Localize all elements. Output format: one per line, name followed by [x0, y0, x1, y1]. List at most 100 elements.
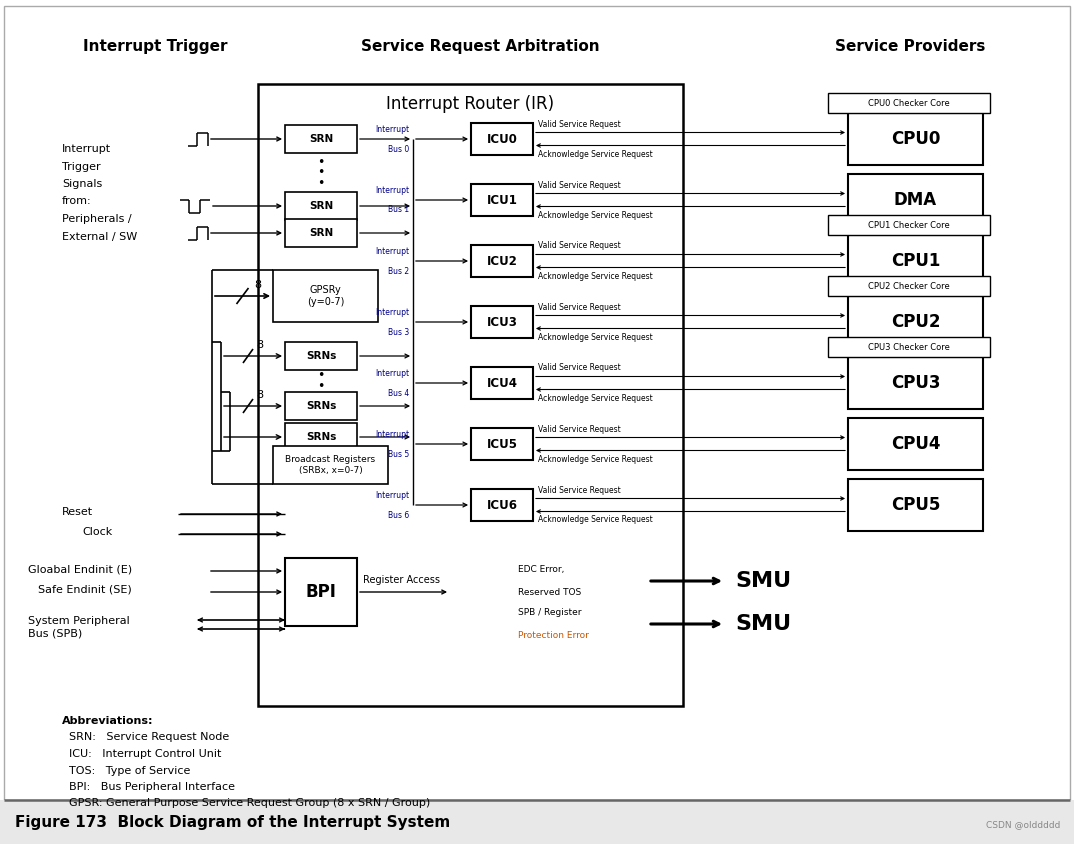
Text: GPSRy
(y=0-7): GPSRy (y=0-7)	[307, 285, 344, 307]
Text: CPU0 Checker Core: CPU0 Checker Core	[868, 99, 949, 107]
Text: SRNs: SRNs	[306, 432, 336, 442]
Bar	[471, 123, 533, 155]
Bar	[285, 392, 357, 420]
Bar	[848, 479, 983, 531]
Bar	[285, 423, 357, 451]
Text: CPU2: CPU2	[890, 313, 940, 331]
Text: Acknowledge Service Request: Acknowledge Service Request	[538, 272, 653, 280]
Text: Bus 4: Bus 4	[388, 388, 409, 398]
Bar	[828, 337, 990, 357]
Text: SRN: SRN	[309, 228, 333, 238]
Bar	[258, 84, 683, 706]
Bar	[471, 367, 533, 399]
Text: BPI: BPI	[306, 583, 336, 601]
Text: 8: 8	[255, 280, 262, 290]
Text: Valid Service Request: Valid Service Request	[538, 485, 621, 495]
Text: Peripherals /: Peripherals /	[62, 214, 132, 224]
Text: SRNs: SRNs	[306, 401, 336, 411]
Bar	[848, 113, 983, 165]
Bar	[848, 418, 983, 470]
Text: CSDN @olddddd: CSDN @olddddd	[986, 820, 1060, 830]
Text: CPU4: CPU4	[890, 435, 940, 453]
Text: CPU3 Checker Core: CPU3 Checker Core	[868, 343, 949, 351]
Bar	[828, 276, 990, 296]
Bar	[828, 215, 990, 235]
Text: Figure 173  Block Diagram of the Interrupt System: Figure 173 Block Diagram of the Interrup…	[15, 814, 450, 830]
Text: Bus 2: Bus 2	[388, 267, 409, 275]
Bar	[285, 342, 357, 370]
Bar	[273, 446, 388, 484]
Text: Acknowledge Service Request: Acknowledge Service Request	[538, 333, 653, 342]
Text: Clock: Clock	[82, 527, 113, 537]
Bar	[285, 125, 357, 153]
Bar	[0, 800, 1074, 844]
Bar	[471, 245, 533, 277]
Text: •
•
•: • • •	[317, 155, 324, 190]
Text: External / SW: External / SW	[62, 231, 137, 241]
Bar	[848, 296, 983, 348]
Text: Valid Service Request: Valid Service Request	[538, 364, 621, 372]
Text: ICU6: ICU6	[487, 499, 518, 511]
Text: Interrupt Router (IR): Interrupt Router (IR)	[387, 95, 554, 113]
Text: SRN: SRN	[309, 134, 333, 144]
Text: Interrupt Trigger: Interrupt Trigger	[83, 39, 228, 53]
Text: SRN:   Service Request Node: SRN: Service Request Node	[62, 733, 229, 743]
Text: SRN: SRN	[309, 201, 333, 211]
Text: ICU2: ICU2	[487, 255, 518, 268]
Bar	[273, 270, 378, 322]
Text: DMA: DMA	[894, 191, 937, 209]
Text: Trigger: Trigger	[62, 161, 101, 171]
Text: Interrupt: Interrupt	[375, 490, 409, 500]
Text: Interrupt: Interrupt	[375, 246, 409, 256]
Text: Safe Endinit (SE): Safe Endinit (SE)	[38, 585, 132, 595]
Text: CPU1: CPU1	[890, 252, 940, 270]
Text: CPU5: CPU5	[890, 496, 940, 514]
Text: Protection Error: Protection Error	[518, 631, 589, 640]
Bar	[471, 184, 533, 216]
Text: Valid Service Request: Valid Service Request	[538, 120, 621, 128]
Text: GPSR: General Purpose Service Request Group (8 x SRN / Group): GPSR: General Purpose Service Request Gr…	[62, 798, 431, 809]
Bar	[471, 428, 533, 460]
Text: Bus 0: Bus 0	[388, 144, 409, 154]
Text: CPU0: CPU0	[890, 130, 940, 148]
Text: Abbreviations:: Abbreviations:	[62, 716, 154, 726]
Text: Interrupt: Interrupt	[375, 369, 409, 377]
Text: TOS:   Type of Service: TOS: Type of Service	[62, 766, 190, 776]
Text: Acknowledge Service Request: Acknowledge Service Request	[538, 210, 653, 219]
Text: 8: 8	[256, 390, 263, 400]
Text: Acknowledge Service Request: Acknowledge Service Request	[538, 516, 653, 524]
Text: Service Providers: Service Providers	[834, 39, 985, 53]
Text: Broadcast Registers
(SRBx, x=0-7): Broadcast Registers (SRBx, x=0-7)	[286, 455, 376, 474]
Bar	[285, 219, 357, 247]
Text: Acknowledge Service Request: Acknowledge Service Request	[538, 393, 653, 403]
Text: ICU5: ICU5	[487, 437, 518, 451]
Text: Interrupt: Interrupt	[375, 307, 409, 316]
Text: ICU4: ICU4	[487, 376, 518, 389]
Text: from:: from:	[62, 197, 91, 207]
Text: Valid Service Request: Valid Service Request	[538, 241, 621, 251]
Text: SMU: SMU	[735, 614, 792, 634]
Text: Valid Service Request: Valid Service Request	[538, 181, 621, 190]
Text: Reset: Reset	[62, 507, 93, 517]
Text: CPU2 Checker Core: CPU2 Checker Core	[868, 282, 949, 290]
Text: ICU:   Interrupt Control Unit: ICU: Interrupt Control Unit	[62, 749, 221, 759]
Text: BPI:   Bus Peripheral Interface: BPI: Bus Peripheral Interface	[62, 782, 235, 792]
Bar	[848, 357, 983, 409]
Text: Bus 1: Bus 1	[388, 205, 409, 214]
Text: 8: 8	[256, 340, 263, 350]
Text: Register Access: Register Access	[363, 575, 440, 585]
Text: CPU3: CPU3	[890, 374, 940, 392]
Text: Bus 6: Bus 6	[388, 511, 409, 520]
Text: Interrupt: Interrupt	[375, 125, 409, 133]
Text: Service Request Arbitration: Service Request Arbitration	[361, 39, 599, 53]
Text: EDC Error,: EDC Error,	[518, 565, 564, 574]
Text: Acknowledge Service Request: Acknowledge Service Request	[538, 455, 653, 463]
Text: Valid Service Request: Valid Service Request	[538, 302, 621, 311]
Text: ICU3: ICU3	[487, 316, 518, 328]
Text: CPU1 Checker Core: CPU1 Checker Core	[868, 220, 949, 230]
Text: Reserved TOS: Reserved TOS	[518, 588, 581, 597]
Text: SRNs: SRNs	[306, 351, 336, 361]
Text: Interrupt: Interrupt	[375, 430, 409, 439]
Text: SMU: SMU	[735, 571, 792, 591]
Bar	[828, 93, 990, 113]
